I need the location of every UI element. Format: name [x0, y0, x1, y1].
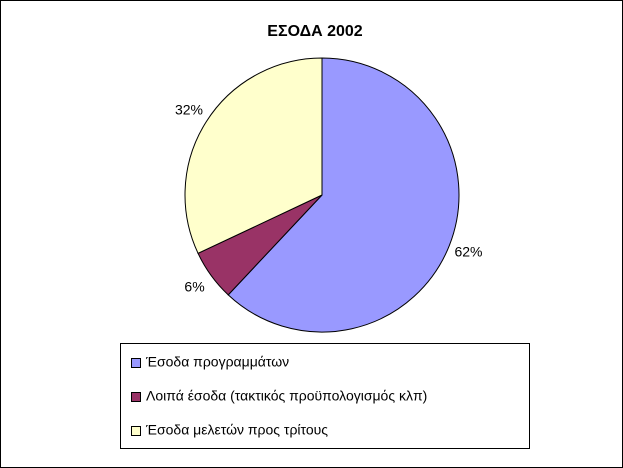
legend-swatch — [131, 392, 141, 402]
legend-label: Λοιπά έσοδα (τακτικός προϋπολογισμός κλπ… — [146, 388, 427, 404]
legend-swatch — [131, 426, 141, 436]
data-label: 32% — [175, 101, 203, 117]
pie-slice — [227, 57, 460, 333]
legend-swatch — [131, 358, 141, 368]
legend-box — [120, 343, 530, 449]
chart-title: ΕΣΟΔΑ 2002 — [267, 23, 362, 40]
data-label: 62% — [454, 244, 482, 260]
pie-slice — [184, 57, 323, 254]
legend-label: Έσοδα προγραμμάτων — [145, 354, 289, 370]
data-label: 6% — [184, 278, 204, 294]
legend-label: Έσοδα μελετών προς τρίτους — [145, 422, 328, 438]
